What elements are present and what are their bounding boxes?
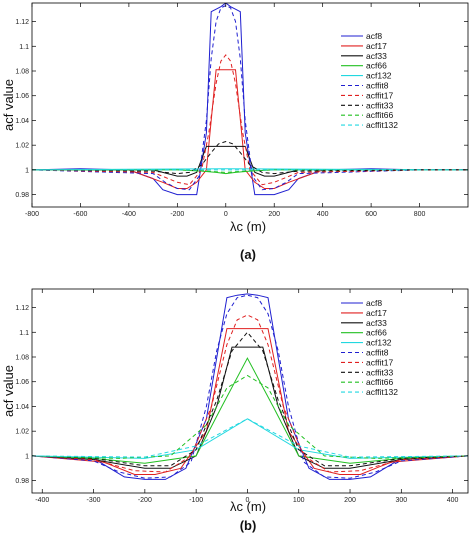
series-line-acffit66 [32,169,468,173]
y-tick-label: 1.1 [19,330,29,337]
y-tick-label: 0.98 [15,478,29,485]
legend-entry-acf8: acf8 [366,31,382,41]
legend: acf8acf17acf33acf66acf132acffit8acffit17… [338,31,410,135]
x-tick-label: 400 [447,497,459,504]
series-line-acffit33 [32,140,468,175]
legend-box [338,32,410,135]
legend-entry-acffit33: acffit33 [366,367,394,377]
x-tick-label: 0 [245,497,249,504]
legend-box [338,299,410,402]
y-tick-label: 1.12 [15,19,29,26]
series-line-acffit66 [32,374,468,459]
x-tick-label: -200 [170,211,184,218]
series-line-acf8 [32,293,468,480]
legend-entry-acffit132: acffit132 [366,120,398,130]
y-tick-label: 0.98 [15,192,29,199]
panel-caption: (a) [240,247,256,262]
legend-entry-acf132: acf132 [366,71,392,81]
y-tick-label: 1.1 [19,44,29,51]
y-tick-label: 1 [25,167,29,174]
x-tick-label: -600 [73,211,87,218]
x-axis-label: λc (m) [230,499,266,514]
legend-entry-acf33: acf33 [366,318,387,328]
series-line-acf8 [32,3,468,196]
x-axis-label: λc (m) [230,219,266,234]
x-tick-label: 800 [414,211,426,218]
x-tick-label: -100 [189,497,203,504]
legend-entry-acffit33: acffit33 [366,100,394,110]
y-tick-label: 1.06 [15,379,29,386]
y-tick-label: 1.06 [15,93,29,100]
chart-panel-a: -800 -600 -400 -200 0 200 400 600 800 0.98 1 1.02 1.… [1,2,469,262]
plot-frame [31,288,469,494]
legend-entry-acf33: acf33 [366,51,387,61]
legend-entry-acffit66: acffit66 [366,110,394,120]
x-tick-label: 400 [317,211,329,218]
x-tick-label: -300 [87,497,101,504]
y-tick-label: 1.04 [15,404,29,411]
series-line-acf33 [32,346,468,469]
series-line-acf33 [32,145,468,177]
series-line-acf17 [32,328,468,475]
x-tick-label: 200 [344,497,356,504]
series-line-acffit17 [32,54,468,186]
y-tick-label: 1.04 [15,118,29,125]
x-tick-label: 0 [224,211,228,218]
legend-entry-acffit17: acffit17 [366,90,394,100]
series-line-acf66 [32,357,468,464]
legend-entry-acffit132: acffit132 [366,387,398,397]
series-line-acffit132 [32,418,468,458]
series-line-acffit8 [32,294,468,479]
chart-panel-b: -400 -300 -200 -100 0 100 200 300 400 0.98 1 1.02 1.… [1,288,469,533]
series-line-acf132 [32,418,468,459]
x-tick-label: -800 [25,211,39,218]
y-tick-label: 1.08 [15,69,29,76]
x-tick-label: 100 [293,497,305,504]
x-tick-label: -200 [138,497,152,504]
y-axis-label: acf value [1,79,16,131]
y-tick-label: 1.02 [15,429,29,436]
legend-entry-acffit8: acffit8 [366,81,389,91]
y-axis-label: acf value [1,365,16,417]
legend-entry-acf66: acf66 [366,328,387,338]
legend-entry-acf8: acf8 [366,298,382,308]
plot-frame [31,2,469,208]
y-tick-label: 1.02 [15,143,29,150]
legend: acf8acf17acf33acf66acf132acffit8acffit17… [338,298,410,402]
panel-caption: (b) [240,518,257,533]
x-tick-label: -400 [122,211,136,218]
x-tick-label: 600 [365,211,377,218]
x-tick-label: 200 [268,211,280,218]
y-tick-label: 1.12 [15,305,29,312]
legend-entry-acffit66: acffit66 [366,377,394,387]
legend-entry-acffit17: acffit17 [366,357,394,367]
series-line-acffit33 [32,331,468,467]
legend-entry-acf17: acf17 [366,308,387,318]
y-tick-label: 1 [25,453,29,460]
x-tick-label: 300 [395,497,407,504]
legend-entry-acf66: acf66 [366,61,387,71]
x-tick-label: -400 [35,497,49,504]
y-tick-label: 1.08 [15,355,29,362]
legend-entry-acffit8: acffit8 [366,348,389,358]
series-line-acffit8 [32,4,468,191]
legend-entry-acf132: acf132 [366,338,392,348]
legend-entry-acf17: acf17 [366,41,387,51]
